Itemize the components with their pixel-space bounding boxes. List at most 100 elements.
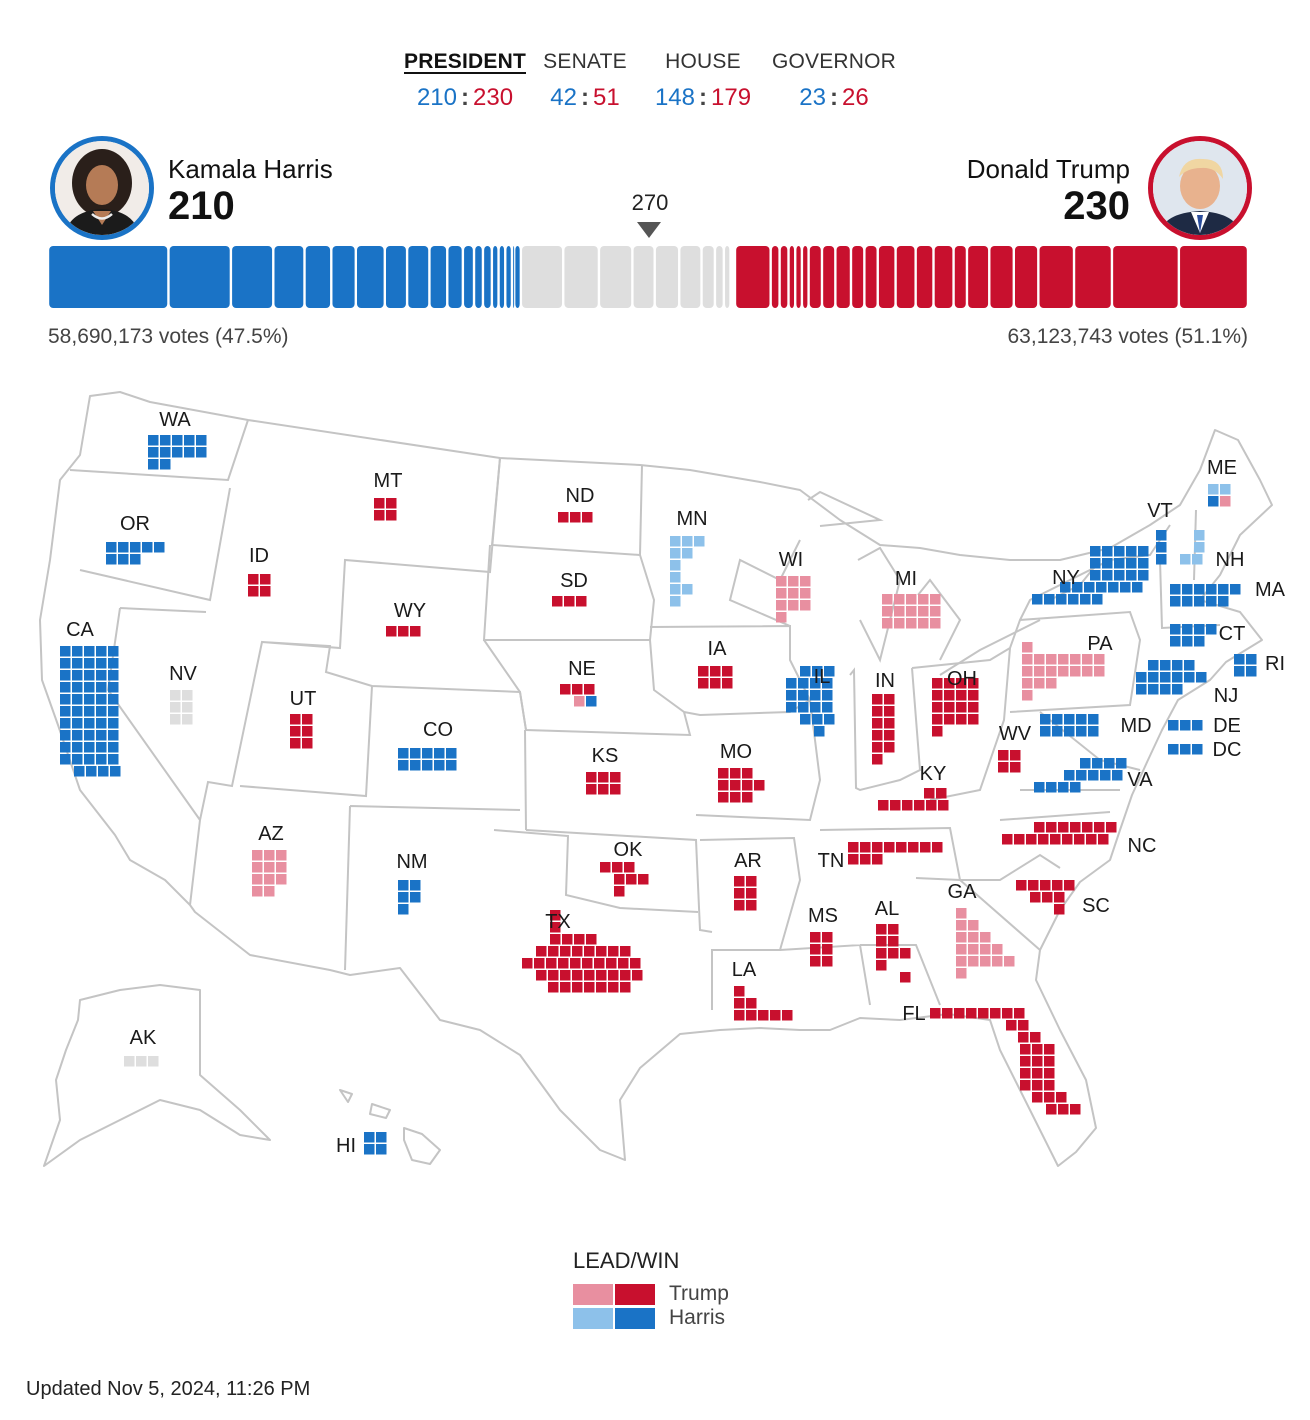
state-tile-mi [906, 606, 917, 617]
state-tile-tx [572, 982, 583, 993]
contiguous-us-outline [39, 391, 1273, 1167]
state-tile-nv [170, 702, 181, 713]
state-tile-nc [1086, 834, 1097, 845]
state-tile-nj [1184, 660, 1195, 671]
state-tile-co [434, 748, 445, 759]
state-tile-nj [1172, 672, 1183, 683]
state-tile-wi [776, 600, 787, 611]
state-tile-nm [410, 892, 421, 903]
state-tile-ms [810, 956, 821, 967]
state-label-ct: CT [1219, 623, 1246, 645]
state-tile-or [118, 554, 129, 565]
ev-bar-segment-rep [1039, 246, 1073, 308]
state-tile-md [1088, 714, 1099, 725]
state-label-or: OR [120, 513, 150, 535]
state-tile-or [106, 542, 117, 553]
state-label-nd: ND [566, 485, 595, 507]
state-tile-il [800, 666, 811, 677]
state-tile-mo [742, 768, 753, 779]
state-tile-ny [1090, 558, 1101, 569]
state-tile-tx [582, 958, 593, 969]
state-tile-nj [1160, 684, 1171, 695]
state-label-tx: TX [545, 911, 571, 933]
state-tile-tn [932, 842, 943, 853]
state-tile-va [1064, 770, 1075, 781]
state-tile-or [130, 554, 141, 565]
ev-bar-segment-rep [934, 246, 953, 308]
state-tile-mn [682, 536, 693, 547]
ev-bar-segment-rep [852, 246, 864, 308]
state-tile-ca [60, 706, 71, 717]
state-tile-ut [302, 738, 313, 749]
ev-bar-segment-hi-dem [475, 246, 482, 308]
state-tile-ri [1234, 666, 1245, 677]
tab-governor[interactable]: GOVERNOR 23:26 [769, 50, 899, 112]
state-tile-sc [1040, 880, 1051, 891]
state-tile-oh [932, 702, 943, 713]
state-tile-vt [1156, 542, 1167, 553]
tab-house[interactable]: HOUSE 148:179 [638, 50, 768, 112]
state-tile-mt [374, 498, 385, 509]
ev-bar-segment-rep [990, 246, 1013, 308]
state-tile-mo [730, 792, 741, 803]
state-tile-az [252, 874, 263, 885]
state-tile-ut [290, 738, 301, 749]
state-tile-ga [956, 908, 967, 919]
state-tile-tx [584, 946, 595, 957]
state-tile-mo [742, 780, 753, 791]
state-tile-tx [570, 958, 581, 969]
tab-president[interactable]: PRESIDENT 210:230 [400, 50, 530, 112]
state-tile-ca [96, 670, 107, 681]
electoral-vote-bar [49, 246, 1247, 308]
state-tile-ca [72, 730, 83, 741]
tab-house-label: HOUSE [665, 50, 741, 73]
state-tile-il [824, 666, 835, 677]
state-tile-ca [74, 766, 85, 777]
state-tile-mi [918, 606, 929, 617]
state-tile-mt [386, 510, 397, 521]
trump-ev: 230 [1063, 184, 1130, 228]
state-tile-ma [1170, 584, 1181, 595]
state-tile-ms [810, 932, 821, 943]
state-tile-oh [956, 702, 967, 713]
state-tile-pa [1022, 642, 1033, 653]
state-tile-in [872, 706, 883, 717]
state-tile-fl [1058, 1104, 1069, 1115]
state-tile-ga [980, 944, 991, 955]
state-tile-oh [968, 690, 979, 701]
threshold-marker-icon [637, 222, 661, 238]
state-tile-oh [968, 678, 979, 689]
state-tile-fl [1032, 1044, 1043, 1055]
tab-senate[interactable]: SENATE 42:51 [520, 50, 650, 112]
state-tile-mi [930, 618, 941, 629]
state-tile-vt [1156, 554, 1167, 565]
ev-bar-segment-rep [836, 246, 850, 308]
state-tile-il [810, 690, 821, 701]
state-tile-fl [1006, 1020, 1017, 1031]
state-tile-il [798, 690, 809, 701]
ev-bar-segment-uncalled [633, 246, 654, 308]
state-tile-de [1168, 720, 1179, 731]
state-tile-nh [1180, 554, 1191, 565]
state-tile-dc [1192, 744, 1203, 755]
state-tile-mi [882, 594, 893, 605]
senate-dem-seats: 42 [550, 84, 577, 111]
state-tile-nj [1172, 660, 1183, 671]
state-tile-ct [1194, 636, 1205, 647]
race-tabs: PRESIDENT 210:230 SENATE 42:51 HOUSE 148… [380, 50, 920, 120]
hawaii-outline [339, 1089, 441, 1165]
state-tile-ga [968, 932, 979, 943]
state-tiles [60, 435, 1257, 1155]
state-tile-md [1076, 726, 1087, 737]
state-tile-ky [878, 800, 889, 811]
state-tile-ca [108, 658, 119, 669]
state-tile-pa [1046, 654, 1057, 665]
state-tile-in [872, 694, 883, 705]
state-label-ks: KS [592, 745, 619, 767]
state-tile-wy [410, 626, 421, 637]
state-tile-md [1064, 714, 1075, 725]
state-tile-sc [1016, 880, 1027, 891]
state-tile-ca [108, 730, 119, 741]
state-tile-ca [86, 766, 97, 777]
house-rep-seats: 179 [711, 84, 752, 111]
